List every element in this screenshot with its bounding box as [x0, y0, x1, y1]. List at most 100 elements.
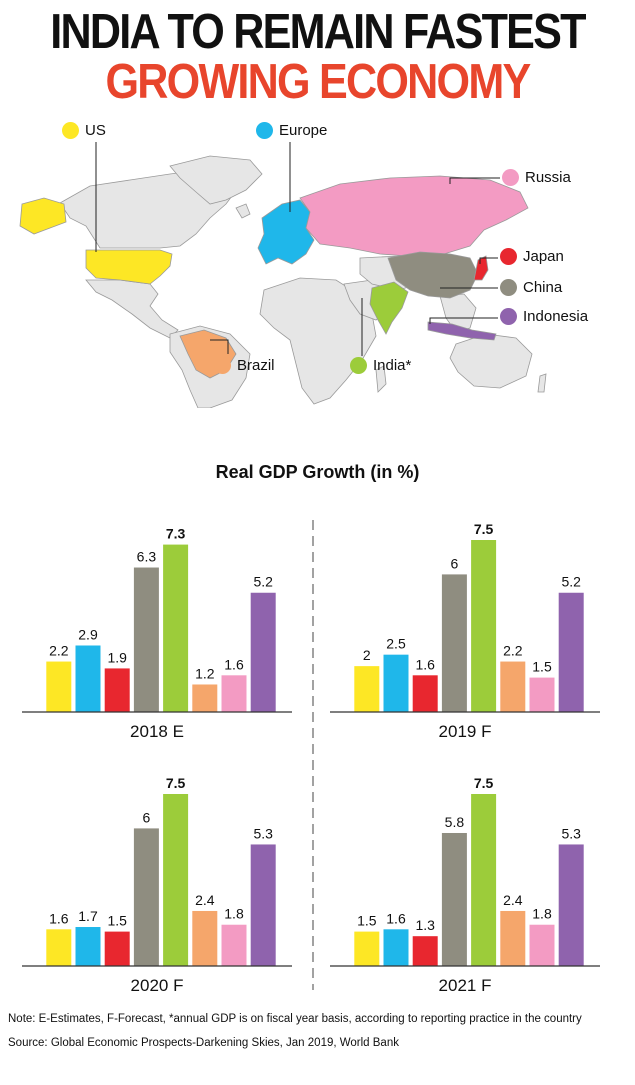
legend-item-russia: Russia: [502, 169, 571, 186]
bar-russia-1: [221, 675, 247, 712]
leader-lines: [95, 142, 500, 356]
value-label-india-2: 7.5: [474, 521, 494, 537]
value-label-us-1: 2.2: [49, 643, 69, 659]
legend-dot-us: [62, 122, 79, 139]
value-label-china-4: 5.8: [445, 814, 465, 830]
bar-indonesia-4: [558, 844, 584, 966]
panel-label-3: 2020 F: [131, 976, 184, 995]
legend-label-brazil: Brazil: [237, 357, 275, 374]
bar-us-3: [46, 929, 72, 966]
map-us-alaska: [19, 197, 67, 235]
panel-label-2: 2019 F: [439, 722, 492, 741]
panel-label-4: 2021 F: [439, 976, 492, 995]
value-label-russia-3: 1.8: [224, 906, 244, 922]
legend-item-china: China: [500, 279, 562, 296]
bar-us-1: [46, 661, 72, 712]
footnote: Note: E-Estimates, F-Forecast, *annual G…: [8, 1013, 582, 1025]
bar-india-3: [163, 794, 189, 966]
value-label-indonesia-1: 5.2: [253, 574, 273, 590]
world-map: [19, 142, 547, 408]
legend-item-brazil: Brazil: [214, 357, 275, 374]
legend-label-indonesia: Indonesia: [523, 308, 589, 325]
chart-title: Real GDP Growth (in %): [215, 462, 420, 482]
bar-russia-4: [529, 924, 555, 966]
value-label-us-3: 1.6: [49, 910, 69, 926]
value-label-india-4: 7.5: [474, 775, 494, 791]
chart-panel-1: 2.2 2.9 1.9 6.3 7.3 1.2 1.6 5.2 2018 E: [22, 526, 292, 741]
map-japan: [473, 255, 489, 281]
legend-label-japan: Japan: [523, 248, 564, 265]
chart-panel-4: 1.5 1.6 1.3 5.8 7.5 2.4 1.8 5.3 2021 F: [330, 775, 600, 995]
bar-indonesia-2: [558, 592, 584, 712]
bar-india-1: [163, 544, 189, 712]
legend-dot-japan: [500, 248, 517, 265]
legend-item-us: US: [62, 122, 106, 139]
value-label-india-1: 7.3: [166, 526, 186, 542]
bar-japan-3: [104, 931, 130, 966]
legend-item-japan: Japan: [500, 248, 564, 265]
legend-dot-europe: [256, 122, 273, 139]
value-label-india-3: 7.5: [166, 775, 186, 791]
value-label-us-2: 2: [363, 647, 371, 663]
bar-china-1: [133, 567, 159, 712]
bar-europe-2: [383, 654, 409, 712]
source-note: Source: Global Economic Prospects-Darken…: [8, 1037, 399, 1049]
bar-brazil-3: [192, 910, 218, 966]
bar-india-4: [471, 794, 497, 966]
legend-item-india: India*: [350, 357, 411, 374]
value-label-japan-2: 1.6: [415, 656, 435, 672]
bar-brazil-4: [500, 910, 526, 966]
value-label-china-2: 6: [451, 555, 459, 571]
legend-item-indonesia: Indonesia: [500, 308, 588, 325]
legend-label-russia: Russia: [525, 169, 571, 186]
value-label-brazil-4: 2.4: [503, 892, 523, 908]
world-land: [59, 155, 547, 408]
headline-line-2: GROWING ECONOMY: [105, 55, 532, 109]
value-label-brazil-1: 1.2: [195, 665, 215, 681]
bar-us-4: [354, 931, 380, 966]
value-label-japan-1: 1.9: [107, 649, 127, 665]
legend-dot-india: [350, 357, 367, 374]
bar-japan-1: [104, 668, 130, 712]
bar-us-2: [354, 666, 380, 712]
legend-item-europe: Europe: [256, 122, 327, 139]
bar-russia-3: [221, 924, 247, 966]
value-label-europe-2: 2.5: [386, 636, 406, 652]
bar-china-2: [441, 574, 467, 712]
value-label-russia-2: 1.5: [532, 659, 552, 675]
value-label-russia-4: 1.8: [532, 906, 552, 922]
value-label-indonesia-3: 5.3: [253, 825, 273, 841]
legend-label-india: India*: [373, 357, 412, 374]
bar-europe-1: [75, 645, 101, 712]
value-label-china-3: 6: [143, 809, 151, 825]
bar-indonesia-1: [250, 592, 276, 712]
bar-europe-4: [383, 929, 409, 966]
value-label-us-4: 1.5: [357, 913, 377, 929]
bar-brazil-1: [192, 684, 218, 712]
map-china: [387, 251, 479, 299]
legend-dot-indonesia: [500, 308, 517, 325]
legend-dot-russia: [502, 169, 519, 186]
value-label-japan-3: 1.5: [107, 913, 127, 929]
map-europe: [257, 199, 315, 265]
legend-dot-china: [500, 279, 517, 296]
chart-panel-3: 1.6 1.7 1.5 6 7.5 2.4 1.8 5.3 2020 F: [22, 775, 292, 995]
bar-japan-4: [412, 936, 438, 966]
value-label-europe-3: 1.7: [78, 908, 98, 924]
value-label-japan-4: 1.3: [415, 917, 435, 933]
bar-brazil-2: [500, 661, 526, 712]
panel-label-1: 2018 E: [130, 722, 184, 741]
map-us: [85, 249, 173, 285]
value-label-europe-1: 2.9: [78, 626, 98, 642]
legend-label-china: China: [523, 279, 563, 296]
bar-indonesia-3: [250, 844, 276, 966]
legend-dot-brazil: [214, 357, 231, 374]
value-label-indonesia-4: 5.3: [561, 825, 581, 841]
value-label-brazil-2: 2.2: [503, 643, 523, 659]
headline-line-1: INDIA TO REMAIN FASTEST: [50, 5, 586, 59]
bar-europe-3: [75, 927, 101, 966]
bar-china-4: [441, 832, 467, 966]
chart-panel-2: 2 2.5 1.6 6 7.5 2.2 1.5 5.2 2019 F: [330, 521, 600, 741]
map-india: [369, 281, 409, 335]
map-russia: [299, 175, 529, 257]
